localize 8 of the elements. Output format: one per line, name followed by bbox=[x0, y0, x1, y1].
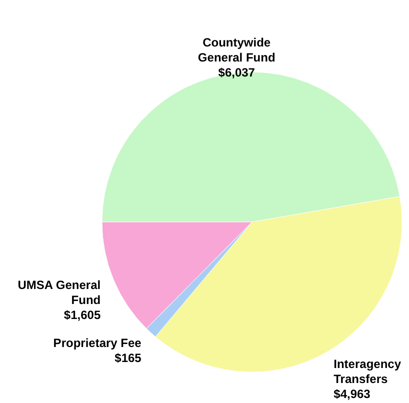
data-label: $6,037 bbox=[218, 66, 256, 80]
data-label: $165 bbox=[114, 351, 142, 366]
slice-label: UMSA General Fund bbox=[18, 278, 101, 308]
slice-label: Proprietary Fee bbox=[53, 336, 142, 350]
slice-label: Interagency Transfers bbox=[334, 357, 402, 386]
slice-label: Countywide General Fund bbox=[198, 36, 276, 65]
data-label: $1,605 bbox=[64, 308, 101, 322]
data-label: $4,963 bbox=[334, 387, 371, 402]
